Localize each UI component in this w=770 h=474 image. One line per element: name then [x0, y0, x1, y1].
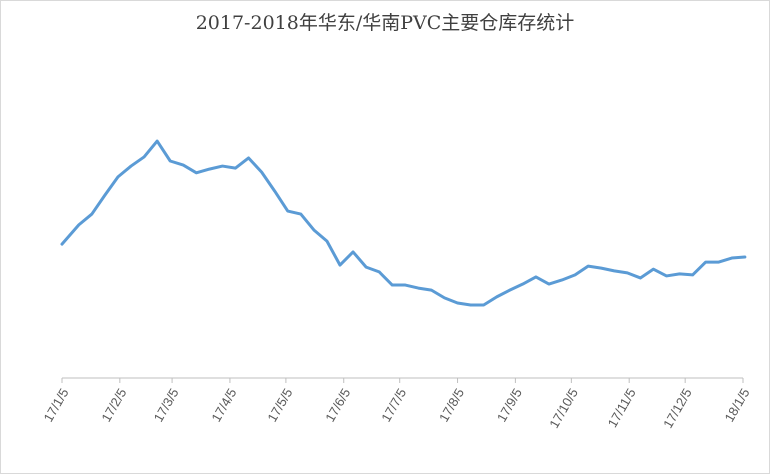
data-line	[60, 139, 747, 307]
chart-title: 2017-2018年华东/华南PVC主要仓库存统计	[196, 12, 575, 34]
